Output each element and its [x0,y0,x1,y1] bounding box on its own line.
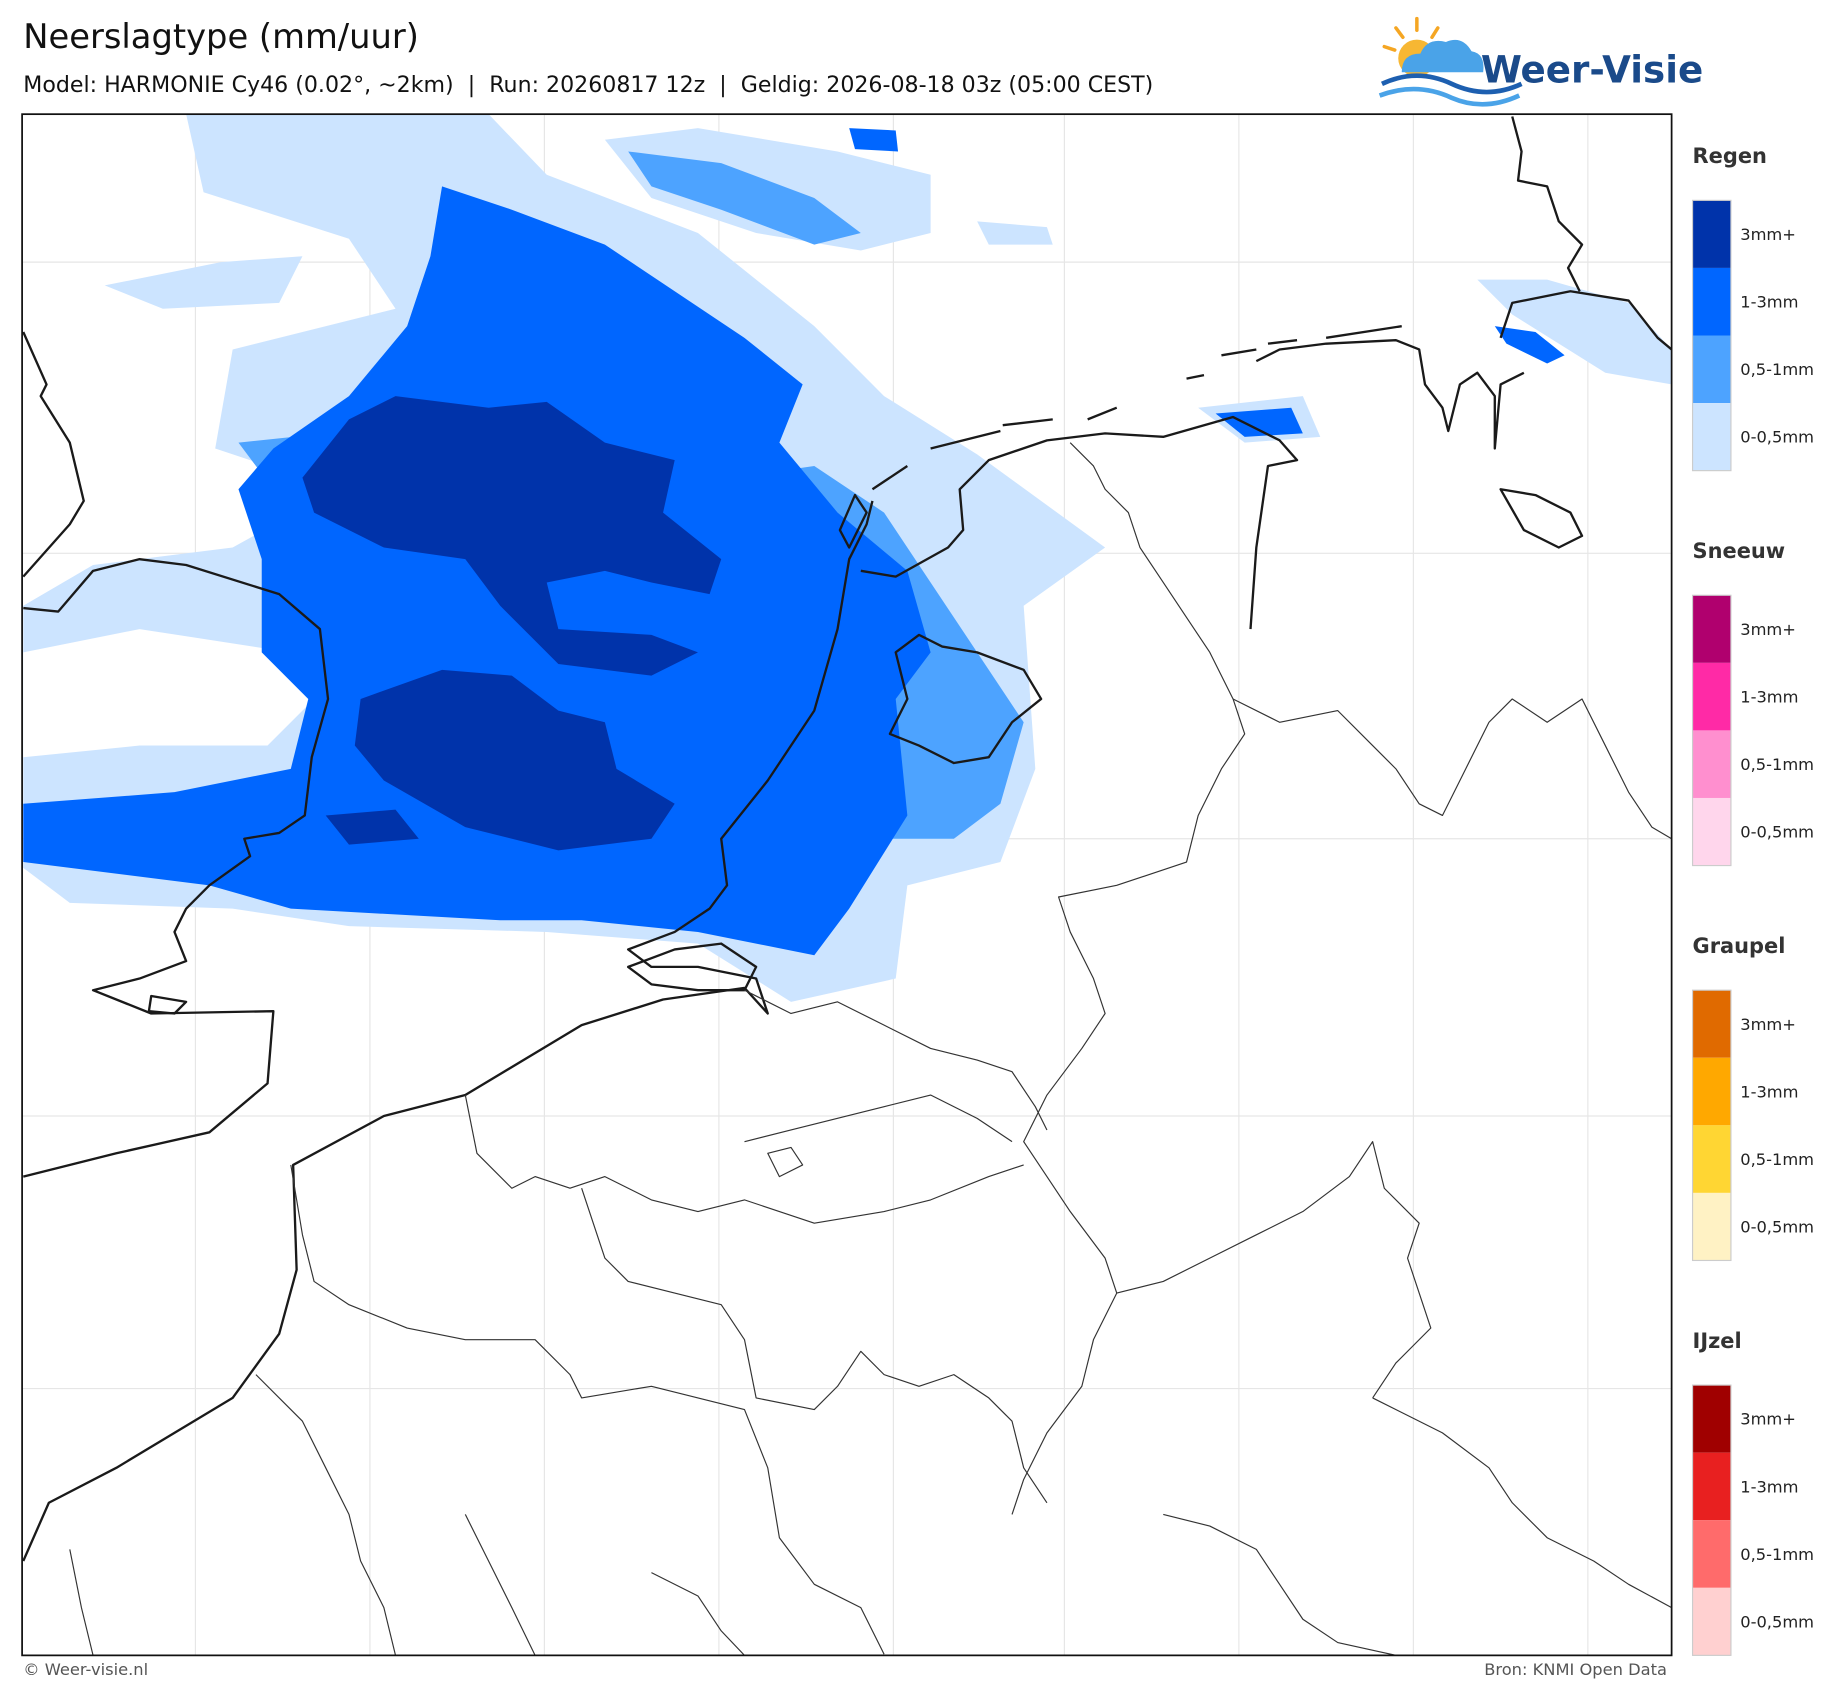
legend-swatch [1692,1452,1731,1521]
map-frame [21,113,1673,1657]
footer-right: Bron: KNMI Open Data [1484,1660,1667,1679]
legend-label: 0-0,5mm [1740,1612,1814,1631]
legend-label: 1-3mm [1740,1477,1798,1496]
legend-swatch [1692,200,1731,268]
legend-swatch [1692,1192,1731,1261]
legend-swatch [1692,730,1731,798]
footer-left: © Weer-visie.nl [23,1660,148,1679]
legend-frame [1691,1384,1732,1656]
legend-label: 3mm+ [1740,225,1796,244]
borders [69,442,1672,1656]
legend-label: 1-3mm [1740,1082,1798,1101]
precipitation [23,114,1672,1002]
legend-label: 0,5-1mm [1740,1545,1814,1564]
legend-swatch [1692,1385,1731,1453]
coastlines [22,116,1672,1562]
legend-swatch [1692,797,1731,866]
legend-frame [1691,594,1732,867]
legend-label: 1-3mm [1740,293,1798,312]
subtitle: Model: HARMONIE Cy46 (0.02°, ~2km) | Run… [23,72,1153,98]
map [22,114,1672,1656]
legend-swatch [1692,1587,1731,1656]
legend-label: 0,5-1mm [1740,1150,1814,1169]
legend-frame [1691,989,1732,1262]
legend-label: 3mm+ [1740,620,1796,639]
legend-swatch [1692,595,1731,663]
legend-label: 0,5-1mm [1740,360,1814,379]
legend-label: 1-3mm [1740,687,1798,706]
legend-label: 3mm+ [1740,1410,1796,1429]
legend-title: Graupel [1693,934,1786,958]
legend-swatch [1692,1125,1731,1193]
legend-swatch [1692,267,1731,336]
legend-swatch [1692,335,1731,404]
legend-swatch [1692,1057,1731,1126]
legend-swatch [1692,990,1731,1058]
logo-text: Weer-Visie [1481,48,1703,92]
legend-label: 0-0,5mm [1740,823,1814,842]
title: Neerslagtype (mm/uur) [23,17,419,56]
legend: Regen 3mm+ 1-3mm 0,5-1mm 0-0,5mm Sneeuw 3mm+ 1-… [1691,144,1814,1656]
legend-label: 0,5-1mm [1740,755,1814,774]
legend-frame [1691,199,1732,472]
legend-swatch [1692,662,1731,731]
legend-title: IJzel [1693,1329,1742,1353]
legend-label: 0-0,5mm [1740,428,1814,447]
legend-swatch [1692,403,1731,471]
legend-title: Sneeuw [1693,539,1786,563]
legend-title: Regen [1693,144,1767,168]
legend-label: 3mm+ [1740,1015,1796,1034]
legend-swatch [1692,1520,1731,1588]
legend-label: 0-0,5mm [1740,1217,1814,1236]
logo: Weer-Visie [1378,16,1703,107]
